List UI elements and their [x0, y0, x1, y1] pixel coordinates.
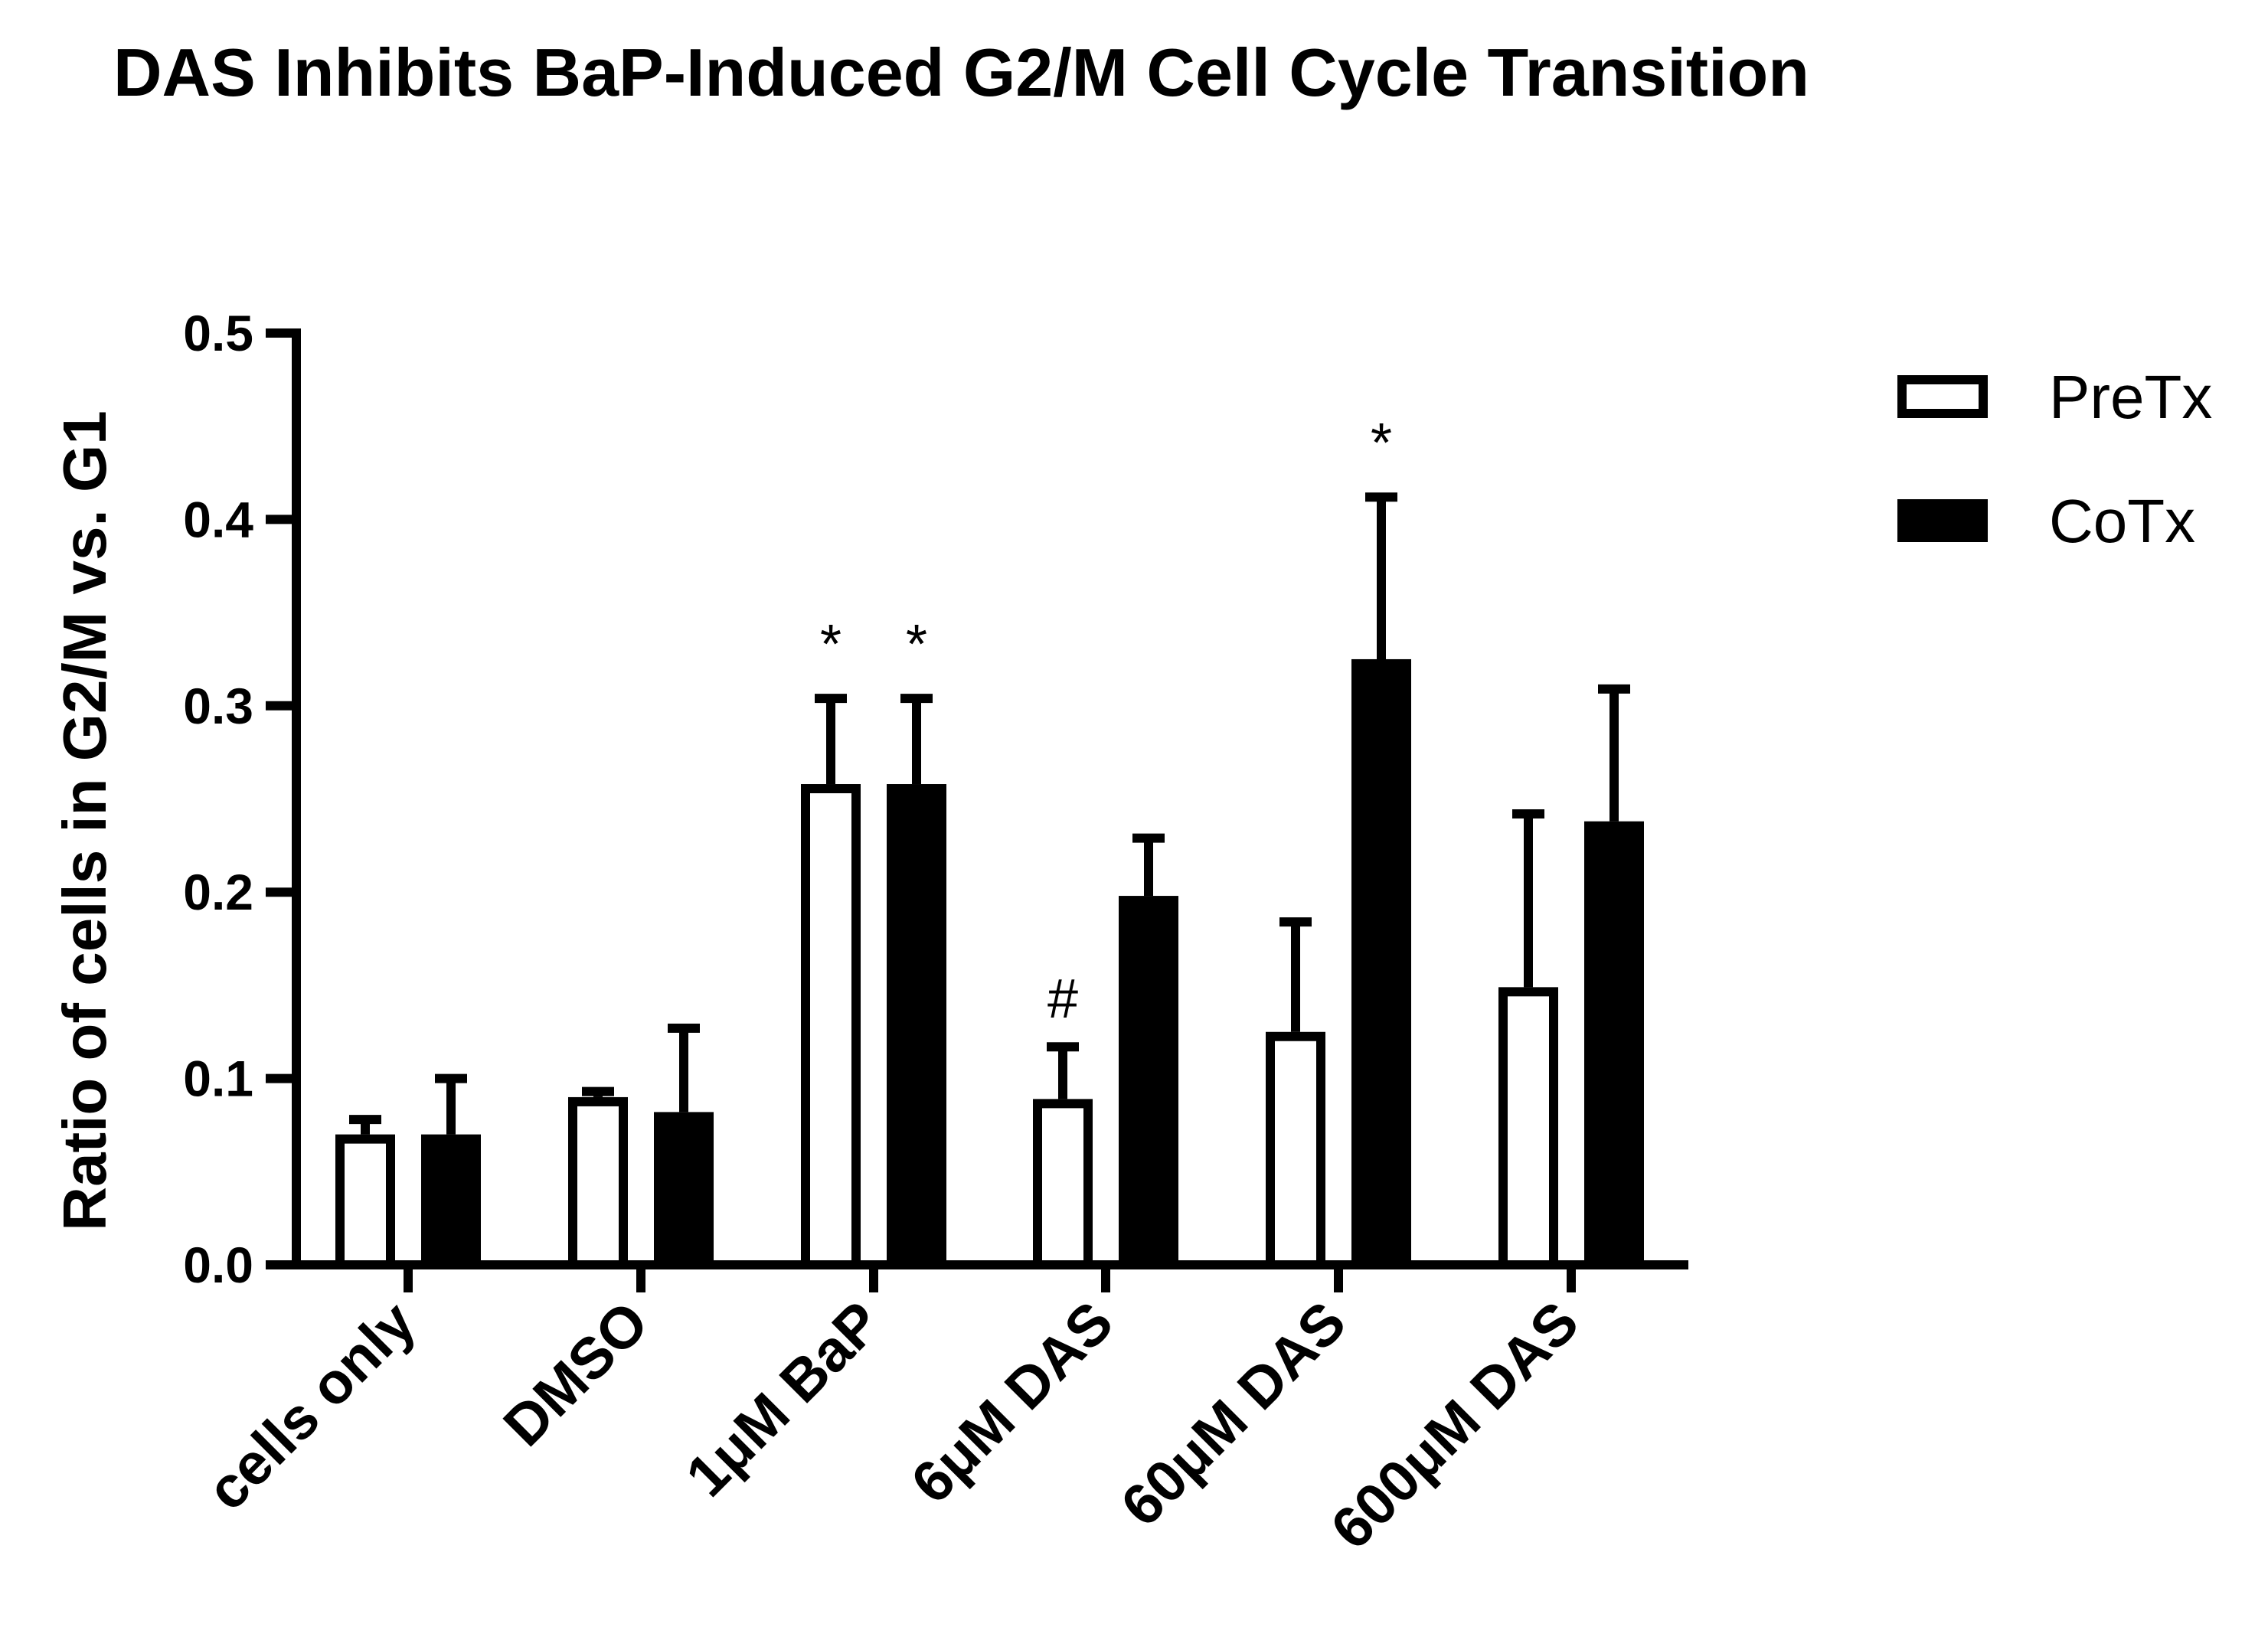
- x-tick-label: 1μM BaP: [674, 1289, 894, 1509]
- x-tick-label: DMSO: [492, 1289, 661, 1459]
- bar-cotx: [1119, 896, 1178, 1265]
- x-tick-label: cells only: [194, 1289, 428, 1523]
- y-tick-label: 0.2: [183, 864, 253, 920]
- bar-pretx: [1498, 987, 1558, 1269]
- bar-cotx: [421, 1134, 481, 1265]
- legend-swatch-pretx: [1897, 375, 1988, 418]
- chart-title: DAS Inhibits BaP-Induced G2/M Cell Cycle…: [113, 34, 1809, 110]
- legend-swatch-cotx: [1897, 499, 1988, 542]
- x-tick-label: 60μM DAS: [1109, 1289, 1358, 1539]
- bar-pretx: [335, 1134, 395, 1269]
- legend-label-pretx: PreTx: [2049, 363, 2212, 431]
- y-tick-label: 0.0: [183, 1237, 253, 1293]
- bar-cotx: [1351, 658, 1411, 1265]
- y-axis-label: Ratio of cells in G2/M vs. G1: [51, 410, 119, 1230]
- bar-cotx: [1584, 821, 1644, 1265]
- significance-marker: *: [1371, 413, 1392, 474]
- y-tick-label: 0.5: [183, 305, 253, 361]
- bar-cotx: [654, 1112, 714, 1265]
- bar-pretx: [1033, 1099, 1093, 1270]
- bar-cotx: [887, 784, 946, 1265]
- x-tick-label: 6μM DAS: [899, 1289, 1126, 1516]
- bar-pretx: [1266, 1031, 1325, 1269]
- significance-marker: *: [820, 614, 842, 675]
- bar-pretx: [568, 1096, 628, 1269]
- significance-marker: #: [1047, 969, 1078, 1030]
- legend-label-cotx: CoTx: [2049, 487, 2195, 555]
- y-tick-label: 0.1: [183, 1050, 253, 1107]
- significance-marker: *: [906, 614, 927, 675]
- legend: PreTx CoTx: [1897, 363, 2212, 555]
- y-tick-label: 0.4: [183, 491, 253, 547]
- y-tick-label: 0.3: [183, 678, 253, 734]
- bar-pretx: [801, 784, 861, 1269]
- x-tick-label: 600μM DAS: [1319, 1289, 1591, 1562]
